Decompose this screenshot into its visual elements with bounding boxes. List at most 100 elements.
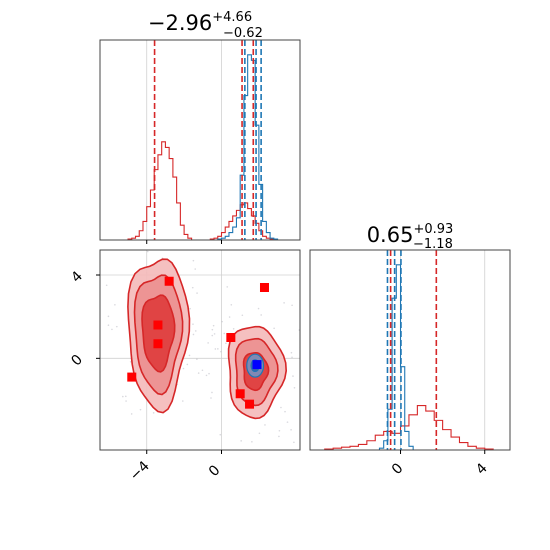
background-sample: [220, 350, 222, 353]
background-sample: [125, 395, 127, 398]
background-sample: [241, 314, 244, 317]
background-sample: [278, 429, 281, 432]
right-hist-series-1: [375, 264, 418, 451]
2d-xtick-label: 0: [206, 462, 224, 480]
right-histogram-series: [316, 264, 502, 451]
background-sample: [293, 441, 295, 444]
top-quantile-lines: [153, 40, 262, 240]
background-sample: [210, 397, 212, 399]
right-title-plus: +0.93: [413, 222, 453, 237]
background-sample: [208, 372, 210, 375]
background-sample: [211, 334, 214, 337]
background-sample: [182, 400, 184, 402]
background-sample: [107, 315, 110, 318]
blue-marker: [252, 360, 262, 370]
background-sample: [211, 391, 213, 394]
background-sample: [188, 354, 191, 357]
background-sample: [264, 424, 266, 426]
2d-contours: [105, 243, 305, 444]
red-marker: [153, 320, 163, 330]
background-sample: [223, 332, 226, 335]
background-sample: [194, 268, 197, 270]
background-sample: [303, 375, 305, 377]
background-sample: [125, 400, 127, 402]
background-sample: [291, 304, 293, 307]
background-sample: [192, 259, 195, 262]
background-sample: [283, 302, 285, 304]
background-sample: [213, 333, 216, 335]
background-sample: [196, 358, 198, 361]
background-sample: [111, 328, 113, 331]
background-sample: [182, 367, 185, 370]
background-sample: [290, 351, 293, 354]
background-sample: [146, 250, 149, 253]
background-sample: [221, 320, 223, 323]
background-sample: [194, 330, 197, 332]
right-title-value: 0.65: [367, 223, 414, 247]
right-quantile-lines: [386, 250, 438, 450]
background-sample: [240, 440, 242, 442]
background-sample: [130, 413, 133, 415]
top-title-minus: −0.62: [223, 26, 263, 41]
top-ticks: [146, 240, 222, 244]
background-sample: [107, 324, 110, 326]
right-frame: [309, 249, 511, 451]
background-sample: [301, 333, 303, 335]
background-sample: [258, 432, 261, 435]
background-sample: [115, 325, 118, 328]
background-sample: [260, 314, 262, 316]
background-sample: [211, 328, 214, 331]
background-sample: [278, 435, 280, 438]
red-marker: [164, 276, 174, 286]
2d-markers: [127, 276, 269, 409]
red-marker: [226, 333, 236, 342]
background-sample: [292, 375, 294, 377]
background-sample: [230, 303, 233, 306]
background-sample: [207, 342, 209, 344]
red-marker: [235, 389, 245, 399]
background-sample: [251, 440, 253, 443]
background-sample: [205, 374, 208, 377]
background-sample: [189, 307, 191, 310]
background-sample: [273, 327, 275, 330]
background-sample: [290, 428, 292, 431]
top-hist-series-1: [214, 54, 286, 241]
top-frame: [99, 39, 301, 241]
background-sample: [129, 360, 132, 363]
red-marker: [127, 372, 137, 382]
background-sample: [114, 304, 116, 306]
background-sample: [232, 328, 235, 330]
top-panel-title: −2.96+4.66: [148, 10, 252, 35]
background-sample: [122, 395, 124, 398]
right-xtick-label: 0: [389, 460, 407, 478]
background-sample: [196, 292, 198, 294]
2d-ytick-label: 0: [68, 352, 86, 370]
background-sample: [180, 243, 182, 245]
2d-frame: [99, 249, 301, 451]
red-marker: [245, 399, 255, 409]
background-sample: [192, 333, 195, 336]
red-marker: [153, 339, 163, 349]
top-title-value: −2.96: [148, 11, 212, 35]
background-sample: [228, 316, 231, 318]
background-sample: [284, 410, 286, 413]
red-contour-0-2: [141, 294, 176, 373]
top-marginal-histogram: [99, 39, 301, 244]
background-sample: [197, 372, 200, 374]
background-sample: [303, 359, 305, 361]
right-hist-series-0: [316, 405, 502, 451]
background-sample: [186, 363, 189, 366]
top-grid: [146, 40, 222, 240]
background-sample: [286, 421, 289, 423]
background-sample: [257, 307, 260, 310]
2d-xtick-label: −4: [127, 458, 153, 484]
background-sample: [105, 284, 108, 287]
top-title-plus: +4.66: [212, 10, 252, 25]
background-sample: [280, 406, 282, 409]
background-sample: [192, 323, 194, 325]
background-sample: [152, 412, 155, 414]
right-xtick-label: 4: [473, 460, 491, 478]
